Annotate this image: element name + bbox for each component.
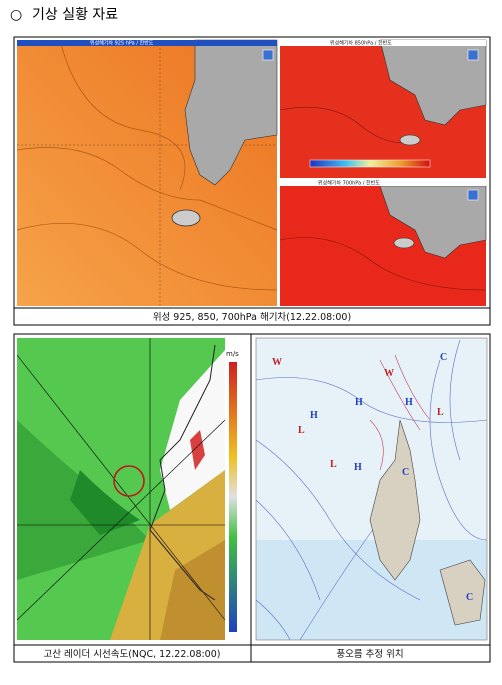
table-border [13,36,491,326]
svg-text:H: H [310,410,318,421]
table-border [13,333,491,663]
map-850: 위성해기차 850hPa / 한반도 [279,40,487,178]
surface-map: W H H H L L H L W C C C [255,337,488,641]
panel-label: 위성해기차 850hPa / 한반도 [330,40,392,47]
svg-text:C: C [440,352,447,363]
radar-image: m/s [16,338,247,640]
svg-text:C: C [466,592,473,603]
caption: 위성 925, 850, 700hPa 해기차(12.22.08:00) [153,311,351,323]
svg-text:L: L [298,425,305,436]
map-700: 위성해기차 700hPa / 한반도 [279,180,487,306]
svg-text:H: H [354,462,362,473]
colorbar-unit: m/s [226,350,239,358]
panel-label: 위성해기차 925 hPa / 한반도 [90,40,154,47]
svg-text:H: H [405,397,413,408]
map-925: 위성해기차 925 hPa / 한반도 [16,40,278,306]
svg-text:H: H [355,397,363,408]
svg-text:C: C [402,467,409,478]
svg-text:L: L [330,459,337,470]
svg-text:W: W [384,368,394,379]
section-title: 기상 실황 자료 [32,7,118,23]
caption: 풍오름 추정 위치 [336,648,403,660]
caption: 고산 레이더 시선속도(NQC, 12.22.08:00) [44,649,221,660]
svg-text:W: W [272,357,282,368]
svg-text:L: L [437,407,444,418]
panel-label: 위성해기차 700hPa / 한반도 [318,180,380,187]
bullet: ○ [10,7,22,23]
